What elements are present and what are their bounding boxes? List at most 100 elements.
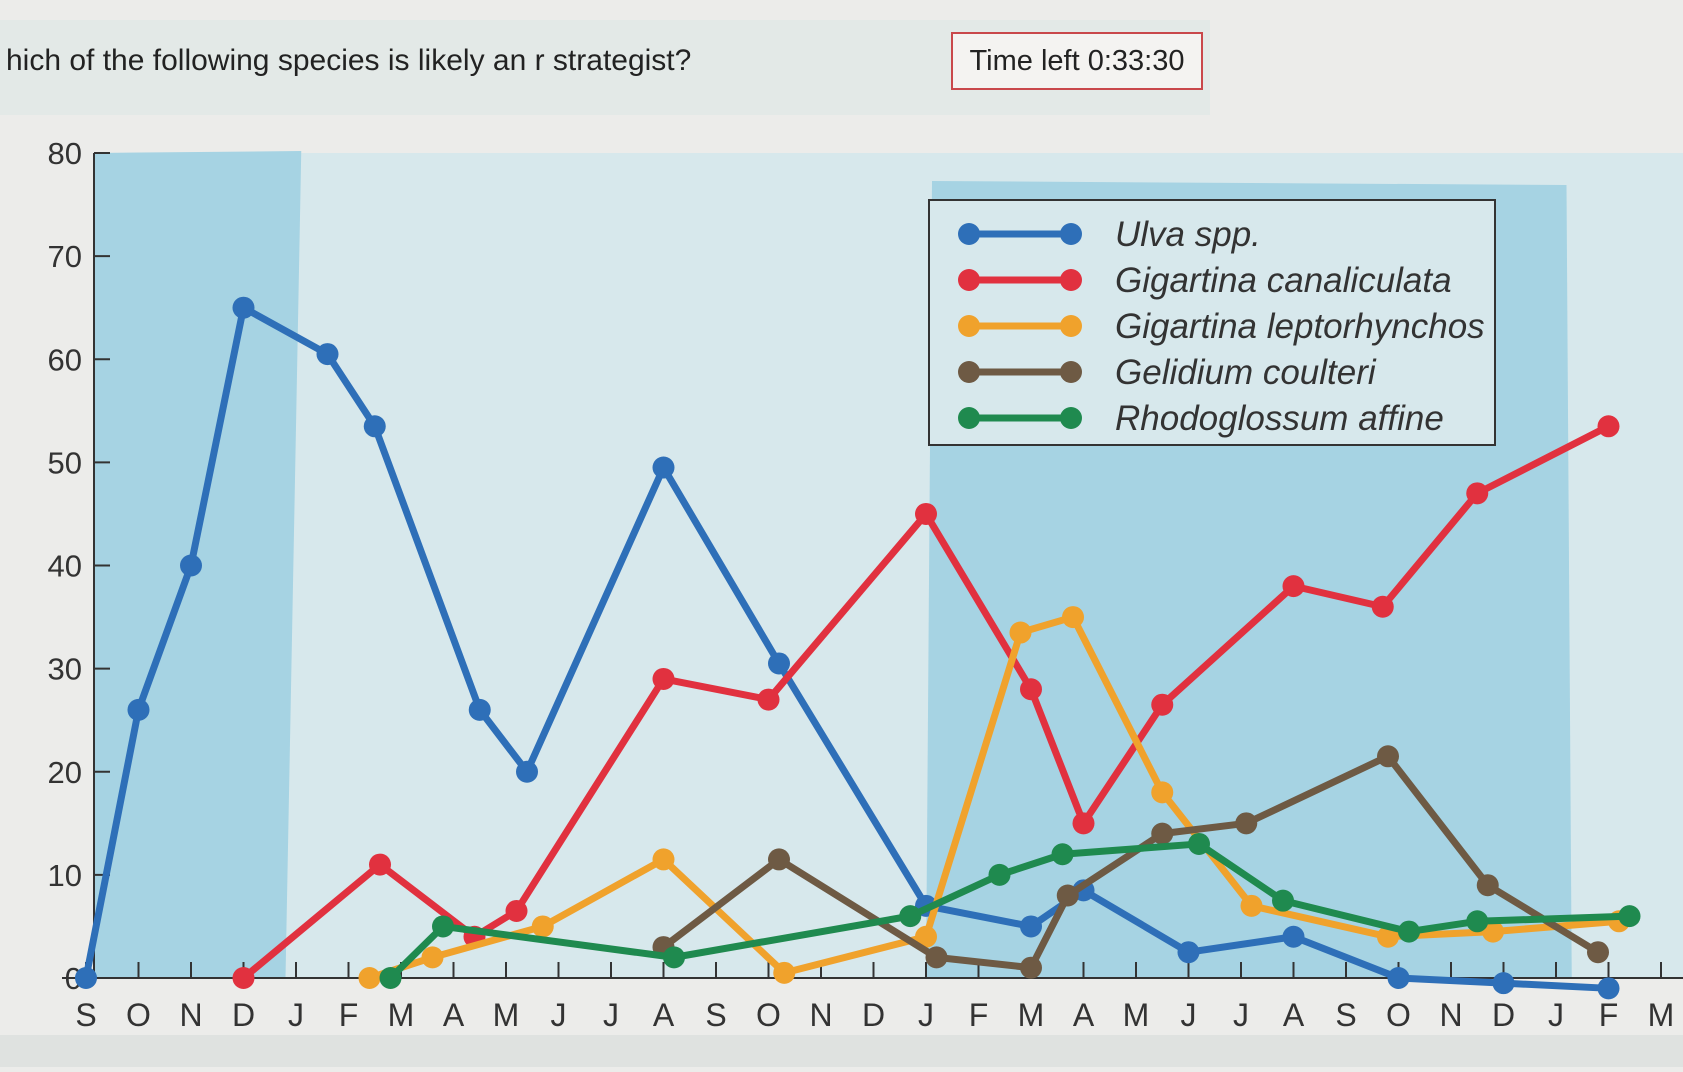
legend-marker [1060, 315, 1082, 337]
data-point [232, 967, 255, 989]
data-point [757, 688, 780, 711]
legend-marker [958, 223, 980, 245]
data-point [1387, 967, 1410, 989]
data-point [358, 967, 381, 989]
time-left-indicator: Time left 0:33:30 [951, 32, 1203, 90]
question-text: hich of the following species is likely … [6, 44, 692, 77]
data-point [1151, 822, 1174, 845]
series-line [660, 752, 1602, 972]
x-tick-label: A [443, 997, 465, 1033]
x-tick-label: O [756, 997, 781, 1033]
y-tick-label: 80 [48, 136, 82, 171]
x-tick-label: S [705, 997, 726, 1033]
data-point [773, 961, 796, 984]
x-tick-label: S [1335, 997, 1356, 1033]
legend-label: Gigartina canaliculata [1115, 261, 1452, 300]
x-tick-label: O [126, 997, 151, 1033]
data-point [899, 905, 922, 928]
x-tick-label: A [653, 997, 675, 1033]
data-point [505, 899, 528, 922]
data-point [1282, 925, 1305, 948]
legend-label: Gigartina leptorhynchos [1115, 307, 1485, 346]
x-tick-label: J [1233, 997, 1249, 1033]
data-point [1282, 575, 1305, 598]
data-point [915, 502, 937, 525]
data-point [1466, 910, 1489, 933]
data-point [468, 698, 491, 721]
data-point [1235, 812, 1258, 835]
x-tick-label: F [339, 997, 359, 1033]
data-point [1597, 415, 1620, 438]
x-tick-label: M [1018, 997, 1045, 1033]
x-tick-label: J [918, 997, 934, 1033]
data-point [75, 967, 97, 989]
data-point [1272, 889, 1294, 912]
data-point [652, 848, 675, 871]
legend-label: Ulva spp. [1115, 215, 1261, 254]
data-point [1240, 894, 1263, 917]
x-tick-label: J [603, 997, 619, 1033]
data-point [1020, 915, 1042, 938]
y-tick-label: 70 [48, 239, 82, 274]
data-point [925, 946, 948, 969]
x-tick-label: D [862, 997, 885, 1033]
legend-marker [958, 407, 980, 429]
series-line [82, 304, 1612, 992]
data-point [988, 863, 1011, 886]
x-tick-label: S [75, 997, 96, 1033]
data-point [180, 554, 202, 577]
y-tick-label: 40 [48, 549, 82, 584]
data-point [1587, 941, 1609, 964]
x-tick-label: O [1386, 997, 1411, 1033]
x-tick-label: N [809, 997, 832, 1033]
legend-marker [1060, 361, 1082, 383]
data-point [531, 915, 554, 938]
x-tick-label: N [1439, 997, 1462, 1033]
x-tick-label: F [1599, 997, 1619, 1033]
page-bottom-band [0, 1035, 1683, 1067]
data-point [768, 652, 790, 675]
data-point [768, 848, 790, 871]
legend-marker [958, 269, 980, 291]
data-point [1151, 693, 1174, 716]
y-tick-label: 10 [48, 858, 82, 893]
data-point [316, 343, 339, 366]
data-point [1377, 745, 1399, 768]
data-point [421, 946, 444, 969]
data-point [363, 415, 386, 438]
y-tick-label: 60 [48, 342, 82, 377]
y-tick-label: 20 [48, 755, 82, 790]
data-point [663, 946, 685, 969]
data-point [1482, 920, 1504, 943]
data-point [516, 760, 538, 783]
legend-marker [958, 361, 980, 383]
data-point [1072, 812, 1095, 835]
data-point [1492, 972, 1515, 995]
data-point [1476, 874, 1499, 897]
data-point [1020, 678, 1042, 701]
data-point [915, 925, 937, 948]
legend-marker [1060, 407, 1082, 429]
data-point [1618, 905, 1641, 928]
data-point [1188, 832, 1210, 855]
x-tick-label: M [1648, 997, 1675, 1033]
x-tick-label: A [1073, 997, 1095, 1033]
chart: 0 10 20 30 40 50 60 70 80 S O N D J F M A M J J A S O N D J F M A M J J… [0, 120, 1683, 1067]
x-tick-label: J [1181, 997, 1197, 1033]
legend-marker [1060, 223, 1082, 245]
data-point [1177, 941, 1200, 964]
data-point [652, 456, 675, 479]
data-point [379, 967, 402, 989]
data-point [369, 853, 391, 876]
data-point [232, 296, 255, 319]
x-tick-label: J [551, 997, 567, 1033]
x-tick-label: A [1283, 997, 1305, 1033]
data-point [1062, 606, 1084, 629]
legend-label: Gelidium coulteri [1115, 353, 1377, 392]
y-tick-label: 30 [48, 652, 82, 687]
legend-marker [1060, 269, 1082, 291]
data-point [1371, 595, 1394, 618]
x-tick-label: M [388, 997, 415, 1033]
data-point [1051, 843, 1074, 866]
